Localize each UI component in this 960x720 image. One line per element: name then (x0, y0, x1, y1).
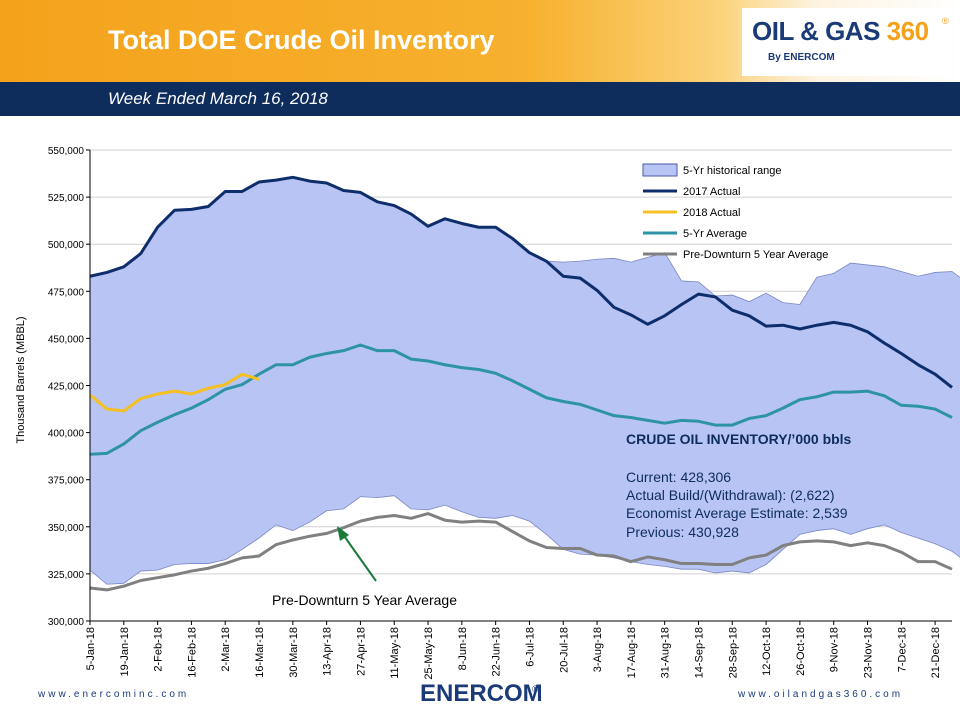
x-tick-label: 23-Nov-18 (862, 627, 874, 678)
y-tick-label: 500,000 (48, 240, 85, 251)
x-tick-label: 14-Sep-18 (693, 627, 705, 678)
historical-range-area (89, 176, 960, 585)
x-tick-label: 25-May-18 (423, 627, 435, 680)
x-tick-label: 11-May-18 (389, 627, 401, 679)
legend-range-label: 5-Yr historical range (683, 165, 781, 177)
legend-range-swatch (642, 163, 678, 177)
series-layer (89, 175, 953, 592)
x-tick-label: 16-Mar-18 (254, 627, 266, 678)
y-tick-label: 300,000 (48, 617, 85, 628)
x-tick-label: 3-Aug-18 (592, 627, 604, 672)
annotation-text: Pre-Downturn 5 Year Average (272, 592, 457, 608)
y-tick-label: 325,000 (48, 570, 85, 581)
x-tick-label: 7-Dec-18 (896, 627, 908, 672)
x-tick-label: 20-Jul-18 (558, 627, 570, 673)
legend-5yr-avg-label: 5-Yr Average (683, 228, 747, 240)
x-tick-labels: 5-Jan-18 19-Jan-18 2-Feb-18 16-Feb-18 2-Mar-… (85, 627, 942, 680)
y-tick-label: 350,000 (48, 523, 85, 534)
week-ended-label: Week Ended March 16, 2018 (108, 89, 328, 108)
inventory-box-title: CRUDE OIL INVENTORY/’000 bbls (626, 431, 852, 447)
x-tick-label: 13-Apr-18 (322, 627, 334, 676)
legend-2018-label: 2018 Actual (683, 207, 741, 219)
oil-gas-360-logo: OIL & GAS 360 ® By ENERCOM (742, 8, 952, 76)
y-tick-label: 450,000 (48, 334, 85, 345)
x-tick-label: 12-Oct-18 (761, 627, 773, 676)
inventory-current: Current: 428,306 (626, 469, 731, 485)
inventory-build: Actual Build/(Withdrawal): (2,622) (626, 487, 835, 503)
y-tick-label: 550,000 (48, 146, 85, 157)
x-tick-label: 22-Jun-18 (491, 627, 503, 677)
y-tick-label: 400,000 (48, 429, 85, 440)
logo-text-part2: 360 (886, 16, 929, 46)
x-tick-label: 8-Jun-18 (457, 627, 469, 670)
y-axis-label: Thousand Barrels (MBBL) (15, 316, 27, 443)
enercom-footer-logo: ENERCOM (420, 680, 543, 707)
x-tick-label: 9-Nov-18 (829, 627, 841, 672)
inventory-estimate: Economist Average Estimate: 2,539 (626, 505, 848, 521)
x-tick-label: 19-Jan-18 (119, 627, 131, 677)
x-tick-label: 31-Aug-18 (660, 627, 672, 678)
pre-downturn-annotation: Pre-Downturn 5 Year Average (272, 526, 457, 608)
x-tick-label: 27-Apr-18 (355, 627, 367, 676)
logo-text-part1: OIL & GAS (752, 16, 887, 46)
series-2017-actual-line (89, 175, 953, 389)
x-tick-label: 2-Feb-18 (153, 627, 165, 672)
series-5yr-average-line (89, 343, 953, 456)
enercom-registered-mark: ® (532, 684, 539, 694)
y-tick-label: 425,000 (48, 382, 85, 393)
x-tick-label: 21-Dec-18 (930, 627, 942, 678)
inventory-chart: 300,000 325,000 350,000 375,000 400,000 425,0… (15, 146, 960, 680)
legend-pre-downturn-label: Pre-Downturn 5 Year Average (683, 249, 828, 261)
y-tick-label: 525,000 (48, 193, 85, 204)
legend-2017-label: 2017 Actual (683, 186, 741, 198)
x-tick-label: 28-Sep-18 (727, 627, 739, 678)
x-tick-label: 2-Mar-18 (220, 627, 232, 672)
logo-subtitle: By ENERCOM (768, 52, 835, 63)
subheader-bar: Week Ended March 16, 2018 (0, 82, 960, 116)
logo-registered-mark: ® (942, 16, 949, 26)
annotation-arrow-line (341, 532, 377, 582)
x-tick-label: 17-Aug-18 (626, 627, 638, 678)
x-tick-label: 6-Jul-18 (524, 627, 536, 667)
footer-enercom-url[interactable]: www.enercominc.com (38, 689, 190, 700)
series-2018-actual-line (89, 372, 260, 413)
y-tick-label: 375,000 (48, 476, 85, 487)
title-banner: Total DOE Crude Oil Inventory OIL & GAS … (0, 0, 960, 82)
legend: 5-Yr historical range 2017 Actual 2018 A… (642, 163, 828, 261)
y-tick-labels: 300,000 325,000 350,000 375,000 400,000 425,0… (48, 146, 85, 628)
axes (86, 149, 952, 625)
page-title: Total DOE Crude Oil Inventory (108, 25, 495, 55)
series-pre-downturn-average-line (89, 512, 953, 592)
inventory-previous: Previous: 430,928 (626, 524, 739, 540)
logo-text: OIL & GAS 360 (752, 16, 929, 47)
footer-oilandgas360-url[interactable]: www.oilandgas360.com (738, 689, 904, 700)
y-tick-label: 475,000 (48, 287, 85, 298)
inventory-text-box: CRUDE OIL INVENTORY/’000 bbls Current: 4… (626, 431, 852, 540)
x-tick-label: 30-Mar-18 (288, 627, 300, 678)
x-tick-label: 5-Jan-18 (85, 627, 97, 670)
annotation-arrow-head (337, 526, 349, 541)
range-area-layer (89, 176, 960, 585)
x-tick-label: 26-Oct-18 (795, 627, 807, 676)
x-tick-label: 16-Feb-18 (186, 627, 198, 678)
